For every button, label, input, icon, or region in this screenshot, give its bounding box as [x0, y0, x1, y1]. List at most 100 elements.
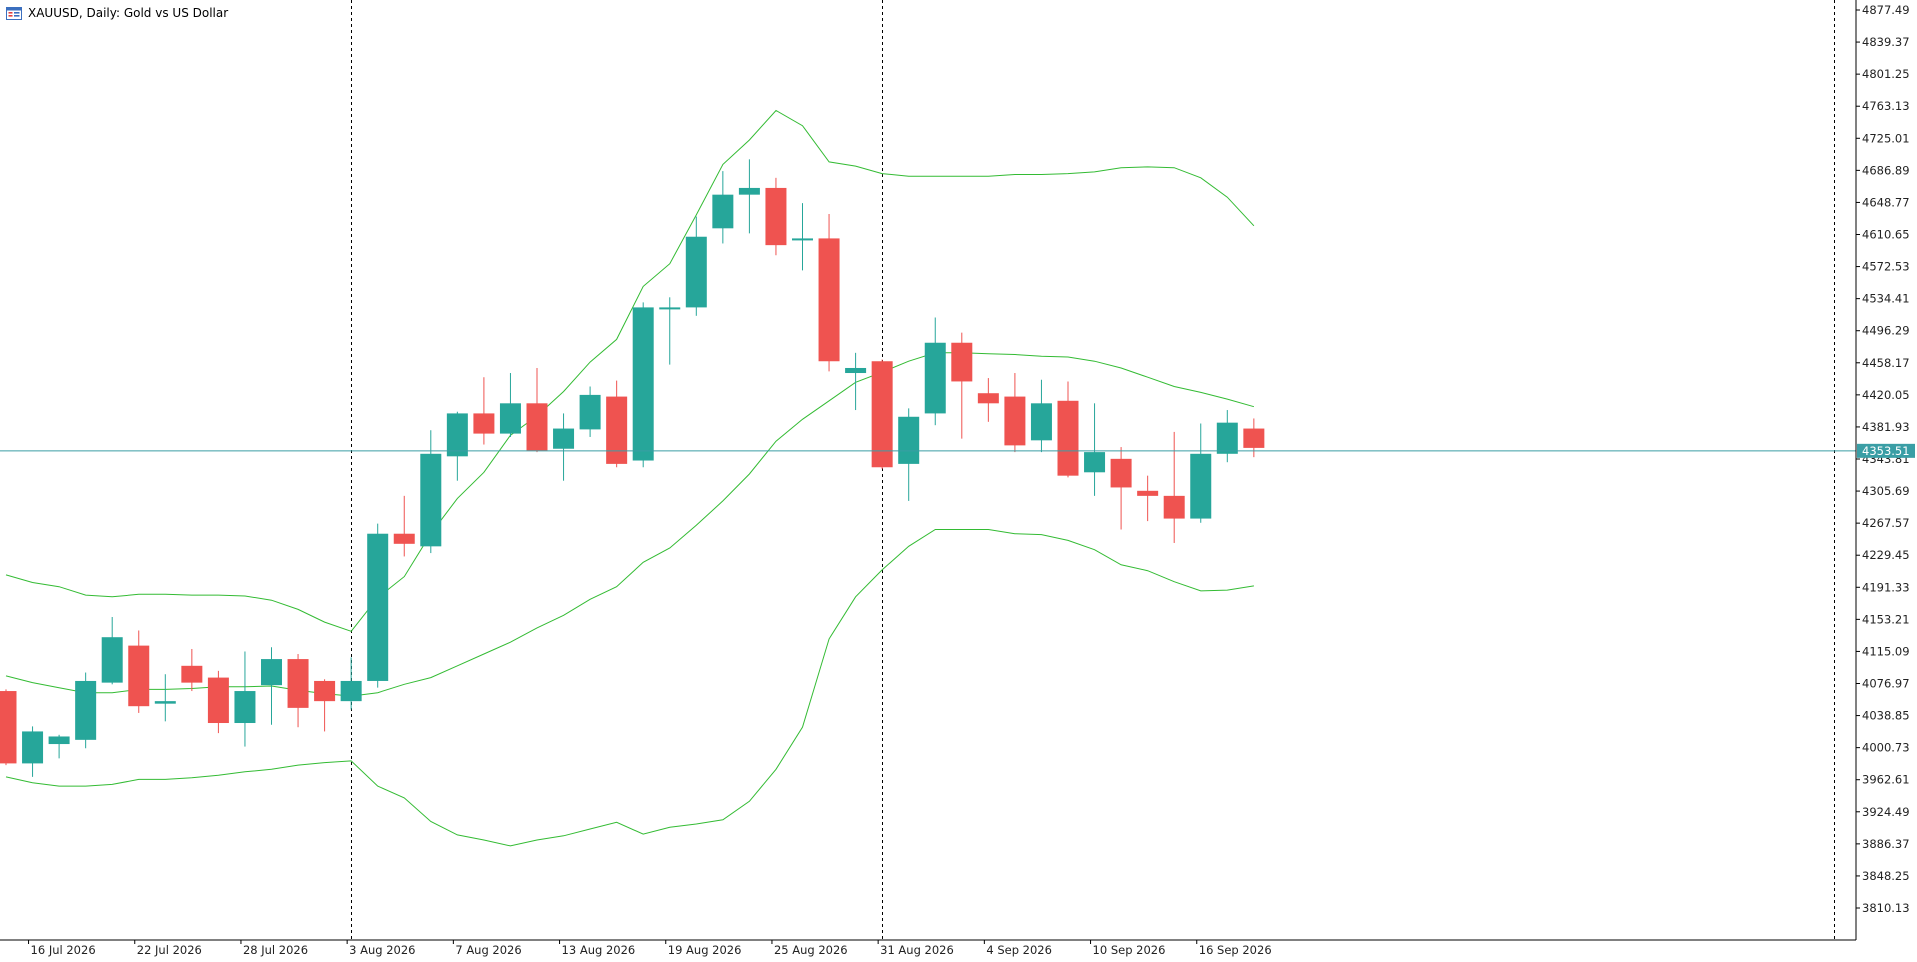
- candle-body: [924, 342, 946, 414]
- candle: [1243, 418, 1265, 458]
- y-tick-label: 4458.17: [1862, 356, 1910, 370]
- x-tick-label: 16 Sep 2026: [1199, 943, 1272, 957]
- candle: [1057, 381, 1079, 478]
- candle: [420, 430, 442, 554]
- candle-body: [340, 680, 362, 702]
- y-tick-label: 4420.05: [1862, 388, 1910, 402]
- x-tick-label: 25 Aug 2026: [774, 943, 848, 957]
- candlesticks: [0, 159, 1265, 777]
- candle: [792, 203, 813, 271]
- candle: [1190, 423, 1212, 523]
- candle: [765, 177, 787, 256]
- candle: [340, 657, 362, 710]
- candle-body: [207, 677, 229, 724]
- chart-window-icon: [6, 6, 22, 20]
- candle-body: [420, 453, 442, 547]
- candle: [287, 654, 309, 728]
- candle-body: [48, 736, 70, 745]
- y-tick-label: 3924.49: [1862, 805, 1910, 819]
- candle: [1137, 475, 1159, 522]
- chart-title: XAUUSD, Daily: Gold vs US Dollar: [28, 6, 229, 20]
- y-tick-label: 3962.61: [1862, 773, 1910, 787]
- candle-body: [261, 659, 282, 686]
- candle: [499, 373, 521, 437]
- candle: [181, 648, 203, 692]
- candle-body: [128, 645, 150, 707]
- candle-body: [526, 403, 548, 451]
- x-tick-label: 13 Aug 2026: [562, 943, 636, 957]
- candle-body: [818, 238, 840, 362]
- y-tick-label: 4153.21: [1862, 612, 1910, 626]
- y-tick-label: 4000.73: [1862, 741, 1910, 755]
- x-tick-label: 19 Aug 2026: [668, 943, 742, 957]
- candle-body: [234, 691, 256, 724]
- candle-body: [1216, 422, 1238, 454]
- y-tick-label: 4763.13: [1862, 99, 1910, 113]
- y-tick-label: 4725.01: [1862, 131, 1910, 145]
- y-tick-label: 4877.49: [1862, 3, 1910, 17]
- candle: [0, 689, 17, 766]
- candle: [261, 647, 282, 725]
- candle: [977, 378, 999, 422]
- candle-body: [1057, 400, 1079, 476]
- candle: [1030, 379, 1052, 453]
- candle-body: [738, 187, 760, 195]
- x-tick-label: 31 Aug 2026: [880, 943, 954, 957]
- candle: [393, 495, 415, 557]
- candle: [845, 352, 867, 411]
- y-tick-label: 3886.37: [1862, 837, 1910, 851]
- candle: [738, 159, 760, 234]
- y-tick-label: 4648.77: [1862, 195, 1910, 209]
- candle: [75, 672, 97, 749]
- candle: [446, 411, 468, 481]
- bollinger-bands: [5, 109, 1255, 847]
- candle: [871, 359, 893, 469]
- y-tick-label: 4801.25: [1862, 67, 1910, 81]
- candle: [154, 674, 176, 722]
- candle: [951, 332, 973, 439]
- candle-body: [154, 701, 176, 704]
- y-tick-label: 4572.53: [1862, 260, 1910, 274]
- candle-body: [367, 533, 389, 681]
- candle: [367, 523, 389, 688]
- candle-body: [75, 680, 97, 740]
- candle: [473, 377, 495, 445]
- candle-body: [871, 361, 893, 468]
- candle-body: [1004, 396, 1026, 446]
- candle-body: [101, 637, 123, 683]
- candle: [659, 297, 681, 365]
- candle-body: [792, 238, 813, 241]
- candle-body: [393, 533, 415, 544]
- candle-body: [606, 396, 628, 464]
- candle-body: [499, 403, 521, 434]
- candle: [1004, 373, 1026, 453]
- candle-body: [1163, 495, 1185, 519]
- chart-header: XAUUSD, Daily: Gold vs US Dollar: [6, 6, 228, 20]
- candle-body: [446, 413, 468, 457]
- candle-body: [659, 307, 681, 310]
- y-tick-label: 4686.89: [1862, 163, 1910, 177]
- x-tick-label: 28 Jul 2026: [243, 943, 308, 957]
- candle-body: [1030, 403, 1052, 441]
- candle: [818, 214, 840, 372]
- candle: [1084, 403, 1106, 496]
- candle: [898, 408, 920, 501]
- y-tick-label: 4267.57: [1862, 516, 1910, 530]
- y-tick-label: 4534.41: [1862, 292, 1910, 306]
- candle-body: [314, 680, 336, 702]
- current-price-label: 4353.51: [1862, 444, 1910, 458]
- candle-body: [1110, 458, 1132, 488]
- candle: [685, 216, 707, 316]
- candle-body: [951, 342, 973, 382]
- y-tick-label: 4229.45: [1862, 548, 1910, 562]
- candle-body: [845, 367, 867, 374]
- y-tick-label: 4610.65: [1862, 228, 1910, 242]
- candle-body: [553, 428, 575, 449]
- candle: [1216, 410, 1238, 463]
- candle: [712, 171, 734, 244]
- candle: [924, 317, 946, 426]
- x-tick-label: 22 Jul 2026: [137, 943, 202, 957]
- candle: [207, 670, 229, 734]
